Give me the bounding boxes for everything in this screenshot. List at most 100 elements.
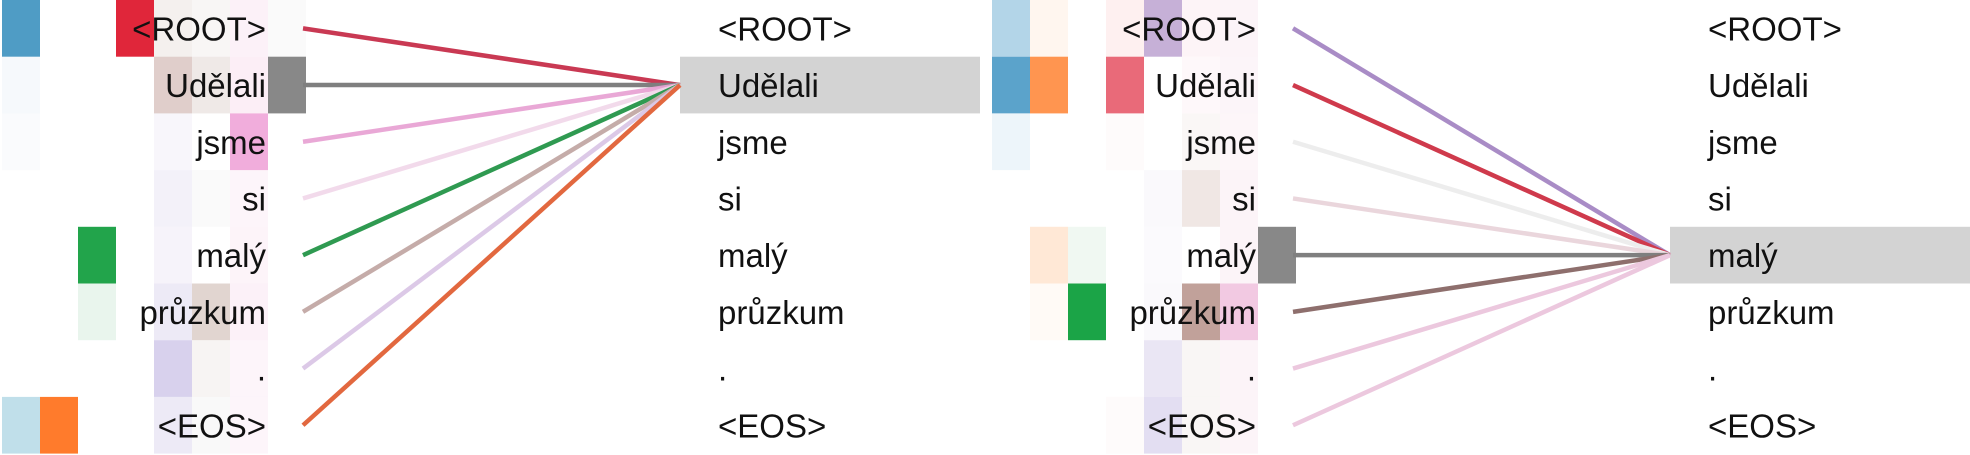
source-token: průzkum xyxy=(1129,294,1256,331)
heatmap-cell xyxy=(116,0,154,57)
target-token: malý xyxy=(1708,237,1778,274)
source-token: Udělali xyxy=(1155,67,1256,104)
source-token: <EOS> xyxy=(1148,407,1256,444)
source-token: jsme xyxy=(195,124,266,161)
heatmap-cell xyxy=(1068,283,1106,341)
heatmap-cell xyxy=(154,396,192,454)
target-token: průzkum xyxy=(1708,294,1835,331)
target-token: si xyxy=(718,180,742,217)
heatmap-cell xyxy=(154,226,192,284)
heatmap-cell xyxy=(1030,283,1068,341)
source-token: <ROOT> xyxy=(1122,10,1256,47)
heatmap-cell xyxy=(1182,56,1220,114)
heatmap-cell xyxy=(78,283,116,341)
attention-line xyxy=(301,83,682,427)
attention-line xyxy=(1291,26,1672,258)
heatmap-cell xyxy=(1220,396,1258,454)
heatmap-cells xyxy=(2,0,306,454)
heatmap-cell xyxy=(1144,170,1182,227)
heatmap-cell xyxy=(1220,170,1258,227)
heatmap-cell xyxy=(230,170,268,227)
source-token: Udělali xyxy=(165,67,266,104)
target-token: <EOS> xyxy=(1708,407,1816,444)
heatmap-cell xyxy=(40,396,78,454)
source-token: <ROOT> xyxy=(132,10,266,47)
heatmap-cell xyxy=(1030,56,1068,114)
attention-line xyxy=(302,82,681,201)
target-token: malý xyxy=(718,237,788,274)
target-token: . xyxy=(1708,351,1717,388)
target-token: jsme xyxy=(717,124,788,161)
query-highlight xyxy=(1670,226,1970,284)
heatmap-cell xyxy=(1220,340,1258,397)
heatmap-cell xyxy=(78,226,116,284)
heatmap-cell xyxy=(230,226,268,284)
heatmap-cell xyxy=(230,396,268,454)
heatmap-cell xyxy=(1220,0,1258,57)
heatmap-cell xyxy=(2,0,40,57)
heatmap-cell xyxy=(1220,113,1258,171)
attention-line xyxy=(1292,196,1671,258)
source-token: <EOS> xyxy=(158,407,266,444)
heatmap-cell xyxy=(192,340,230,397)
heatmap-cell xyxy=(1030,226,1068,284)
target-token: si xyxy=(1708,180,1732,217)
heatmap-cell xyxy=(1220,283,1258,341)
attention-panel-1: <ROOT> Udělali jsme si malý průzkum. <EOS> <ROO… xyxy=(2,0,980,454)
heatmap-cell xyxy=(2,56,40,114)
heatmap-cell xyxy=(154,340,192,397)
source-token: . xyxy=(257,351,266,388)
attention-line xyxy=(1292,253,1671,428)
heatmap-cell xyxy=(1182,340,1220,397)
heatmap-cell xyxy=(1144,0,1182,57)
target-token: Udělali xyxy=(1708,67,1809,104)
heatmap-cell xyxy=(992,113,1030,171)
attention-line xyxy=(1292,252,1671,315)
attention-line xyxy=(1292,139,1671,258)
heatmap-cell xyxy=(230,340,268,397)
heatmap-cell xyxy=(192,0,230,57)
source-token: průzkum xyxy=(139,294,266,331)
heatmap-cell xyxy=(992,0,1030,57)
target-token: . xyxy=(718,351,727,388)
target-token: <ROOT> xyxy=(1708,10,1842,47)
heatmap-cell xyxy=(1182,170,1220,227)
attention-line xyxy=(302,82,681,144)
heatmap-cell xyxy=(1106,0,1144,57)
heatmap-cell xyxy=(230,283,268,341)
heatmap-cell xyxy=(1220,226,1258,284)
attention-line xyxy=(1292,252,1671,371)
attention-line xyxy=(301,83,682,371)
query-highlight xyxy=(680,56,980,114)
attention-line xyxy=(302,82,681,258)
heatmap-cell xyxy=(230,113,268,171)
heatmap-cell xyxy=(1182,0,1220,57)
heatmap-cell xyxy=(1258,226,1296,284)
heatmap-cell xyxy=(154,283,192,341)
heatmap-cell xyxy=(154,170,192,227)
heatmap-cell xyxy=(230,0,268,57)
heatmap-cell xyxy=(1144,340,1182,397)
heatmap-cell xyxy=(1106,56,1144,114)
heatmap-cell xyxy=(1182,396,1220,454)
heatmap-cell xyxy=(192,170,230,227)
attention-panel-2: <ROOT> Udělali jsme si malý průzkum. <EOS> <ROO… xyxy=(992,0,1970,454)
heatmap-cell xyxy=(1106,113,1144,171)
heatmap-cell xyxy=(1068,226,1106,284)
heatmap-cell xyxy=(192,396,230,454)
heatmap-cell xyxy=(1106,396,1144,454)
source-token: malý xyxy=(1186,237,1256,274)
source-token: jsme xyxy=(1185,124,1256,161)
heatmap-cell xyxy=(154,0,192,57)
target-token: Udělali xyxy=(718,67,819,104)
heatmap-cell xyxy=(1144,283,1182,341)
heatmap-cell xyxy=(192,283,230,341)
attention-line xyxy=(1292,82,1671,258)
heatmap-cell xyxy=(992,56,1030,114)
heatmap-cell xyxy=(192,56,230,114)
attention-line xyxy=(302,26,681,88)
heatmap-cell xyxy=(1220,56,1258,114)
heatmap-cell xyxy=(2,396,40,454)
heatmap-cell xyxy=(1144,226,1182,284)
